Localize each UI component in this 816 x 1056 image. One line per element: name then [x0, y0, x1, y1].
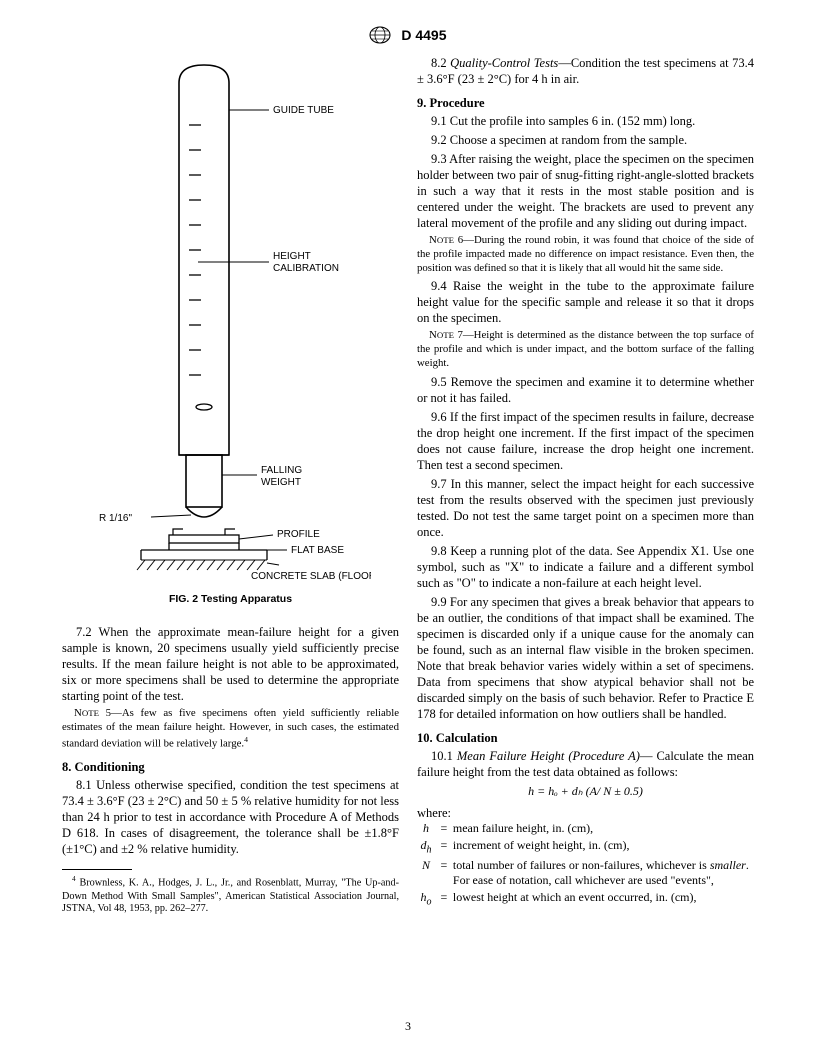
fig-label-height-cal-2: CALIBRATION — [273, 263, 339, 274]
para-9-8: 9.8 Keep a running plot of the data. See… — [417, 543, 754, 591]
note-5-sup: 4 — [244, 735, 248, 744]
para-9-4: 9.4 Raise the weight in the tube to the … — [417, 278, 754, 326]
var-dh: increment of weight height, in. (cm), — [453, 838, 754, 858]
para-9-2: 9.2 Choose a specimen at random from the… — [417, 132, 754, 148]
para-9-5: 9.5 Remove the specimen and examine it t… — [417, 374, 754, 406]
section-9-title: 9. Procedure — [417, 95, 754, 111]
para-9-9: 9.9 For any specimen that gives a break … — [417, 594, 754, 722]
footnote-4-text: Brownless, K. A., Hodges, J. L., Jr., an… — [62, 878, 399, 915]
fig-label-profile: PROFILE — [277, 529, 320, 540]
page-number: 3 — [0, 1019, 816, 1034]
fig-label-guide-tube: GUIDE TUBE — [273, 105, 334, 116]
astm-logo — [369, 26, 397, 47]
para-7-2: 7.2 When the approximate mean-failure he… — [62, 624, 399, 704]
var-ho: lowest height at which an event occurred… — [453, 890, 754, 910]
para-8-2: 8.2 Quality-Control Tests—Condition the … — [417, 55, 754, 87]
note-6: NOTE 6—During the round robin, it was fo… — [417, 234, 754, 275]
fig-label-concrete: CONCRETE SLAB (FLOOR) — [251, 571, 371, 582]
para-10-1: 10.1 Mean Failure Height (Procedure A)— … — [417, 748, 754, 780]
figure-caption: FIG. 2 Testing Apparatus — [62, 593, 399, 606]
para-9-7: 9.7 In this manner, select the impact he… — [417, 476, 754, 540]
variable-definitions: h=mean failure height, in. (cm), dh=incr… — [417, 821, 754, 909]
para-8-2-em: Quality-Control Tests — [450, 56, 558, 70]
para-9-1: 9.1 Cut the profile into samples 6 in. (… — [417, 113, 754, 129]
document-header: D 4495 — [62, 26, 754, 47]
figure-testing-apparatus: R 1/16" — [91, 55, 371, 583]
fig-label-falling-weight-1: FALLING — [261, 465, 302, 476]
where-label: where: — [417, 805, 754, 821]
right-column: 8.2 Quality-Control Tests—Condition the … — [417, 55, 754, 919]
note-5: NOTE 5—As few as five specimens often yi… — [62, 707, 399, 751]
para-9-6: 9.6 If the first impact of the specimen … — [417, 409, 754, 473]
para-10-1-em: Mean Failure Height (Procedure A) — [457, 749, 640, 763]
fig-label-falling-weight-2: WEIGHT — [261, 477, 301, 488]
fig-label-radius: R 1/16" — [99, 513, 132, 524]
var-N: total number of failures or non-failures… — [453, 858, 754, 890]
footnote-rule — [62, 869, 132, 870]
var-h: mean failure height, in. (cm), — [453, 821, 754, 837]
equation-mean-failure-height: h = hₒ + dₕ (A/ N ± 0.5) — [417, 784, 754, 799]
left-column: R 1/16" — [62, 55, 399, 919]
section-8-title: 8. Conditioning — [62, 759, 399, 775]
note-6-label: NOTE 6— — [429, 234, 474, 246]
designation-number: D 4495 — [401, 27, 446, 43]
footnote-4: 4 Brownless, K. A., Hodges, J. L., Jr., … — [62, 874, 399, 916]
para-8-1: 8.1 Unless otherwise specified, conditio… — [62, 777, 399, 857]
para-9-3: 9.3 After raising the weight, place the … — [417, 151, 754, 231]
note-5-label: NOTE 5— — [74, 707, 122, 719]
note-7: NOTE 7—Height is determined as the dista… — [417, 329, 754, 370]
fig-label-flat-base: FLAT BASE — [291, 545, 344, 556]
note-7-label: NOTE 7— — [429, 329, 474, 341]
fig-label-height-cal-1: HEIGHT — [273, 251, 311, 262]
section-10-title: 10. Calculation — [417, 730, 754, 746]
